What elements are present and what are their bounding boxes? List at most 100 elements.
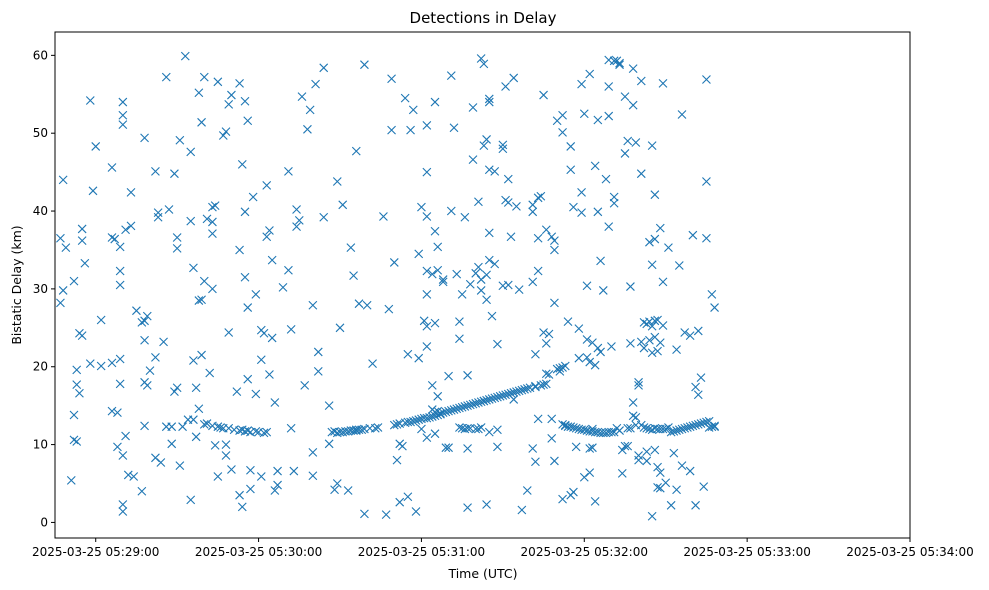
data-point (381, 510, 391, 520)
data-point (569, 202, 578, 212)
x-tick-label: 2025-03-25 05:31:00 (358, 545, 485, 559)
data-point (688, 230, 698, 240)
data-point (414, 353, 424, 363)
data-point (582, 281, 592, 291)
data-point (189, 356, 198, 365)
data-point (259, 328, 269, 338)
data-point (170, 387, 179, 397)
data-point (550, 236, 559, 246)
data-point (493, 442, 502, 452)
data-point (579, 109, 589, 119)
data-point (577, 187, 586, 197)
data-point (270, 486, 280, 495)
data-point (623, 441, 633, 451)
data-point (389, 420, 399, 430)
data-point (180, 51, 190, 61)
data-point (509, 395, 519, 404)
data-point (455, 317, 464, 326)
data-point (541, 379, 551, 389)
chart-title: Detections in Delay (410, 9, 557, 27)
data-point (199, 419, 209, 429)
data-point (636, 76, 646, 86)
data-point (436, 409, 445, 419)
data-point (452, 269, 462, 279)
data-point (194, 296, 204, 305)
data-point (398, 441, 407, 451)
data-point (438, 408, 448, 418)
data-point (384, 304, 394, 314)
data-point (471, 424, 481, 434)
data-point (118, 97, 128, 107)
data-point (210, 440, 220, 450)
data-point (311, 79, 320, 89)
data-point (669, 448, 679, 458)
data-point (129, 472, 139, 481)
data-point (422, 413, 432, 423)
data-point (484, 165, 494, 175)
data-point (585, 69, 595, 79)
data-point (661, 478, 671, 488)
data-point (218, 131, 228, 140)
data-point (194, 404, 204, 414)
data-point (569, 487, 578, 497)
data-point (167, 439, 177, 449)
data-point (596, 256, 605, 266)
data-point (498, 144, 508, 154)
data-point (634, 381, 643, 390)
data-point (243, 374, 253, 384)
data-point (444, 371, 453, 381)
data-point (455, 423, 464, 432)
data-point (650, 316, 660, 326)
data-point (528, 277, 538, 287)
data-point (474, 398, 483, 407)
data-point (313, 347, 323, 357)
data-point (221, 440, 231, 449)
data-point (85, 96, 95, 105)
data-point (493, 339, 502, 349)
data-point (137, 486, 147, 496)
data-point (208, 202, 217, 212)
data-point (167, 422, 177, 432)
data-point (677, 461, 687, 470)
data-point (156, 458, 166, 467)
data-point (278, 282, 288, 292)
data-point (430, 226, 440, 236)
data-point (674, 425, 684, 435)
data-point (446, 405, 456, 415)
data-point (151, 353, 160, 362)
data-point (77, 224, 87, 234)
data-point (373, 423, 383, 432)
data-point (58, 286, 68, 295)
data-point (427, 381, 437, 390)
data-point (213, 422, 223, 432)
data-point (463, 370, 472, 380)
x-axis-ticks: 2025-03-25 05:29:00 2025-03-25 05:30:00 20… (32, 538, 974, 559)
data-point (533, 193, 543, 203)
data-point (696, 373, 706, 383)
data-point (609, 56, 619, 66)
data-point (465, 400, 475, 410)
data-point (118, 120, 128, 130)
data-point (126, 187, 136, 197)
data-point (292, 222, 301, 232)
data-point (479, 59, 489, 69)
data-point (246, 484, 255, 494)
data-point (558, 363, 567, 372)
data-point (243, 303, 253, 312)
data-point (512, 387, 521, 397)
data-point (650, 234, 660, 244)
data-point (338, 200, 348, 210)
data-point (460, 212, 470, 222)
data-point (571, 442, 581, 452)
data-point (645, 335, 654, 345)
data-point (702, 177, 711, 186)
data-point (123, 470, 133, 480)
data-point (199, 276, 209, 286)
data-point (693, 326, 703, 336)
data-point (392, 455, 402, 465)
data-point (569, 423, 578, 432)
data-point (503, 198, 513, 207)
data-point (484, 395, 494, 404)
data-point (294, 215, 304, 225)
data-point (332, 479, 342, 488)
